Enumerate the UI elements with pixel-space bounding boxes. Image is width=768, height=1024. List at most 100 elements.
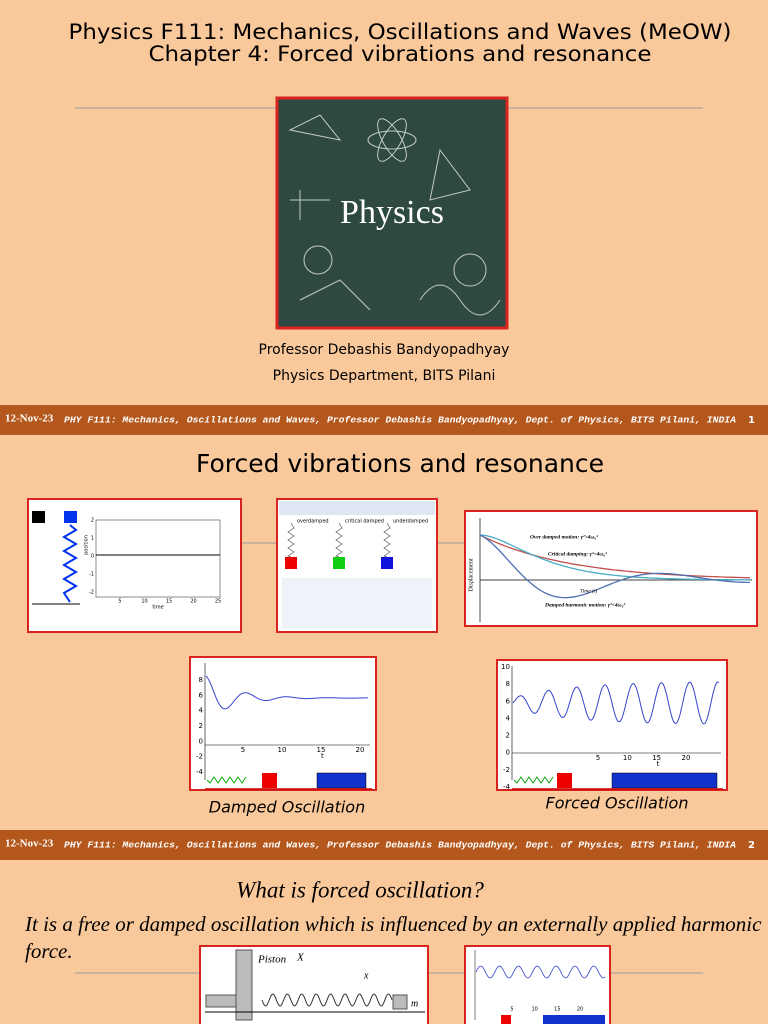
cover-image <box>275 96 509 330</box>
y-tick-label: 0 <box>91 554 94 560</box>
driver <box>611 772 718 789</box>
plot-area <box>95 519 221 598</box>
mode-label: underdamped <box>393 519 428 525</box>
y-tick-label: -2 <box>89 590 94 596</box>
y-tick-label: 4 <box>506 714 511 722</box>
cylinder <box>235 949 253 1021</box>
mass <box>333 557 345 569</box>
y-tick-label: -1 <box>89 572 94 578</box>
spring <box>287 522 295 558</box>
department: Physics Department, BITS Pilani <box>273 368 496 384</box>
spring <box>335 522 343 558</box>
mass <box>64 511 77 523</box>
y-tick-label: 4 <box>199 707 204 715</box>
page-number: 1 <box>748 415 755 426</box>
y-tick-label: 10 <box>501 663 510 671</box>
y-tick-label: 0 <box>506 749 510 757</box>
x-tick-label: 15 <box>317 746 326 754</box>
y-tick-label: 0 <box>199 737 203 745</box>
y-tick-label: 8 <box>506 680 510 688</box>
mode-label: overdamped <box>297 519 329 525</box>
spring <box>62 524 78 603</box>
chalk-doodles <box>288 114 501 316</box>
page-number: 2 <box>748 840 755 851</box>
figure-label: m <box>411 998 418 1009</box>
figure-frame <box>464 945 611 1024</box>
mass <box>262 773 277 788</box>
y-tick-label: 2 <box>199 722 203 730</box>
subtitle: Chapter 4: Forced vibrations and resonan… <box>149 42 652 66</box>
y-tick-label: 1 <box>91 536 94 542</box>
x-label: Time (t) <box>580 587 597 594</box>
x-tick-label: 20 <box>356 746 365 754</box>
x-tick-label: 25 <box>215 599 221 605</box>
title: What is forced oscillation? <box>236 877 484 902</box>
x-label: t <box>321 752 324 760</box>
y-tick-label: -4 <box>196 768 204 776</box>
mode-label: critical damped <box>345 519 384 525</box>
y-tick-label: 8 <box>199 676 203 684</box>
x-tick-label: 20 <box>682 754 691 762</box>
y-label: Displacement <box>468 558 474 591</box>
y-tick-label: 6 <box>506 697 511 705</box>
figure-frame <box>464 510 758 627</box>
spring <box>513 776 554 784</box>
footer-bar <box>0 830 768 860</box>
author: Professor Debashis Bandyopadhyay <box>259 342 510 358</box>
window-bar <box>279 501 435 515</box>
figure-label: Piston <box>257 954 287 966</box>
y-tick-label: -2 <box>196 753 203 761</box>
mass <box>501 1015 511 1024</box>
y-label: position <box>84 535 90 555</box>
window-area <box>282 578 432 628</box>
x-tick-label: 10 <box>141 599 147 605</box>
driver <box>316 772 367 789</box>
response-curve <box>512 681 720 725</box>
x-tick-label: 10 <box>278 746 287 754</box>
caption: Damped Oscillation <box>209 798 365 817</box>
x-tick-label: 15 <box>554 1007 560 1013</box>
title: Physics F111: Mechanics, Oscillations an… <box>69 20 732 44</box>
cover-label: Physics <box>340 194 444 231</box>
overdamped-curve <box>479 534 751 579</box>
x-tick-label: 15 <box>652 754 661 762</box>
x-tick-label: 5 <box>596 754 600 762</box>
x-tick-label: 15 <box>166 599 172 605</box>
underdamped-curve <box>479 534 751 599</box>
mass <box>381 557 393 569</box>
y-tick-label: -4 <box>503 783 511 791</box>
y-tick-label: 6 <box>199 691 204 699</box>
spring <box>206 776 247 784</box>
figure-frame <box>496 659 728 791</box>
figure-frame <box>189 656 377 791</box>
spring <box>383 522 391 558</box>
x-label: t <box>657 760 660 768</box>
caption: Forced Oscillation <box>546 794 689 813</box>
mass <box>285 557 297 569</box>
x-tick-label: 10 <box>623 754 632 762</box>
driver <box>543 1015 605 1024</box>
legend-label: Over damped motion: γ²>4ω₀² <box>530 534 598 540</box>
legend-label: Critical damping: γ²=4ω₀² <box>548 551 607 557</box>
figure-label: X <box>296 952 305 964</box>
response-curve <box>475 965 606 979</box>
footer-date: 12-Nov-23 <box>5 838 54 850</box>
x-label: time <box>152 605 163 611</box>
response-curve <box>205 675 368 710</box>
piston-rod <box>205 994 237 1008</box>
x-tick-label: 5 <box>118 599 121 605</box>
figure-label: x <box>363 970 369 981</box>
figure-frame <box>27 498 242 633</box>
mass <box>557 773 572 788</box>
x-tick-label: 20 <box>577 1007 583 1013</box>
mass <box>32 511 45 523</box>
footer-date: 12-Nov-23 <box>5 413 54 425</box>
body-text: It is a free or damped oscillation which… <box>25 912 762 963</box>
title: Forced vibrations and resonance <box>196 449 604 478</box>
footer-text: PHY F111: Mechanics, Oscillations and Wa… <box>64 414 736 425</box>
footer-text: PHY F111: Mechanics, Oscillations and Wa… <box>64 839 736 850</box>
x-tick-label: 5 <box>510 1007 513 1013</box>
y-tick-label: -2 <box>503 766 510 774</box>
